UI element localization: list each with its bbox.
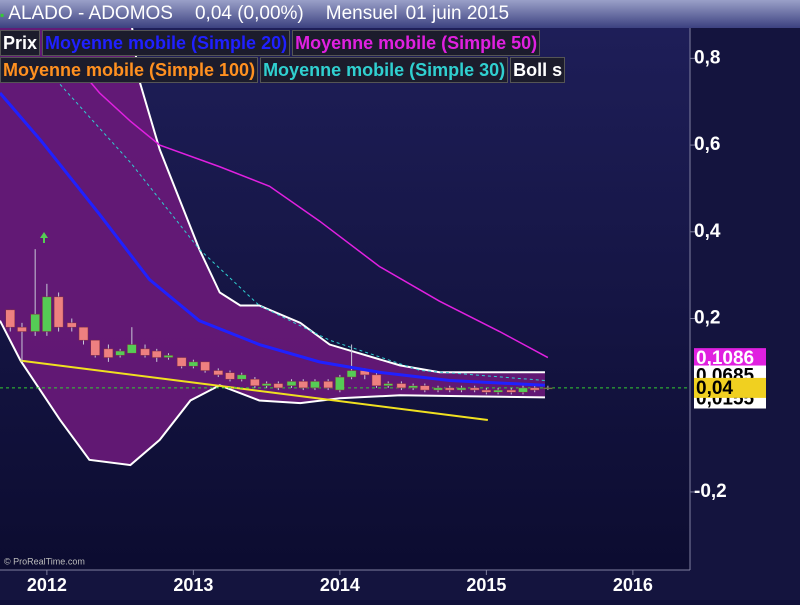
candle-body [152, 350, 162, 358]
candle-body [188, 361, 199, 367]
icon: ▪ [0, 8, 5, 22]
candle-body [371, 374, 382, 386]
candle-body [310, 381, 320, 389]
signal-arrow [40, 232, 48, 243]
title: ALADO - ADOMOS [8, 3, 173, 24]
candle-body [383, 383, 393, 386]
header: ▪ ALADO - ADOMOS 0,04 (0,00%) Mensuel 01 jui… [0, 0, 800, 28]
plot [0, 28, 690, 467]
legend-row: Moyenne mobile (Simple 100) Moyenne mobil… [0, 57, 690, 83]
candle-body [335, 376, 345, 391]
candle-body [298, 381, 308, 389]
price-tag-label: 0,1086 [696, 348, 754, 369]
candle-body [103, 348, 114, 358]
y-tick-label: -0,2 [694, 481, 727, 502]
last-price: 0,04 (0,00%) [194, 3, 304, 24]
y-tick-label: 0,8 [694, 47, 720, 68]
candle-body [396, 383, 407, 389]
x-axis-area [0, 570, 690, 600]
candle-body [163, 355, 174, 358]
candle-body [506, 389, 517, 393]
band-line [0, 320, 545, 467]
price-tag [694, 348, 766, 369]
candle-body [213, 370, 224, 376]
candle-body [543, 387, 553, 390]
candle-body [273, 383, 284, 389]
candle-body [493, 389, 503, 393]
legend-entry: Boll s [510, 57, 566, 83]
candle-body [286, 381, 297, 386]
candle-body [30, 313, 40, 332]
candle-body [140, 348, 150, 356]
candle-body [67, 322, 77, 328]
candle-body [346, 370, 357, 378]
y-tick-label: 0,4 [694, 221, 721, 242]
x-tick-label: 2013 [173, 575, 213, 595]
candle-body [469, 387, 480, 391]
legend: Prix Moyenne mobile (Simple 20) Moyenne mo… [0, 30, 690, 84]
moving-average [69, 57, 549, 359]
candle-body [518, 387, 528, 393]
legend-entry: Moyenne mobile (Simple 30) [260, 57, 509, 83]
candle-body [433, 387, 443, 391]
candle-body [42, 296, 52, 332]
candle-body [5, 309, 16, 328]
candle-body [236, 374, 247, 380]
legend-entry: Moyenne mobile (Simple 20) [42, 30, 291, 56]
x-tick-label: 2012 [27, 575, 67, 595]
band-fill [0, 28, 545, 466]
candle-body [78, 326, 89, 341]
legend-entry: Moyenne mobile (Simple 50) [292, 30, 541, 56]
y-tick-label: 0,6 [694, 134, 720, 155]
period: Mensuel [325, 3, 398, 24]
candle-body [90, 339, 100, 356]
candle-body [408, 385, 418, 389]
moving-average [0, 92, 546, 387]
band-line [131, 28, 545, 374]
date: 01 juin 2015 [405, 3, 510, 24]
candle-body [250, 378, 260, 386]
x-tick-label: 2014 [320, 575, 360, 595]
legend-entry: Prix [0, 30, 41, 56]
y-axis-area [690, 28, 800, 600]
candle-body [444, 387, 455, 391]
legend-row: Prix Moyenne mobile (Simple 20) Moyenne mo… [0, 30, 690, 56]
candle-body [261, 383, 272, 386]
candle-body [176, 357, 187, 367]
trendline [20, 359, 488, 421]
candle-body [420, 385, 430, 391]
candle-body [323, 381, 333, 389]
candle-body [17, 326, 27, 332]
candle-body [127, 344, 137, 354]
candle-body [200, 361, 210, 371]
legend-entry: Moyenne mobile (Simple 100) [0, 57, 259, 83]
y-tick-label: 0,2 [694, 308, 720, 329]
x-tick-label: 2016 [613, 575, 653, 595]
candle-body [53, 296, 64, 328]
x-tick-label: 2015 [466, 575, 506, 595]
candle-body [481, 389, 492, 393]
candle-body [225, 372, 235, 380]
source: © ProRealTime.com [4, 556, 85, 566]
price-tag-label: 0,04 [696, 378, 733, 399]
candle-body [529, 387, 540, 391]
price-tag [694, 377, 766, 398]
axes: 0,8 0,6 0,4 0,2 -0,2 2012 2013 2014 2015 2016 0,10… [27, 47, 766, 595]
candle-body [456, 387, 467, 391]
candle-body [115, 350, 125, 356]
